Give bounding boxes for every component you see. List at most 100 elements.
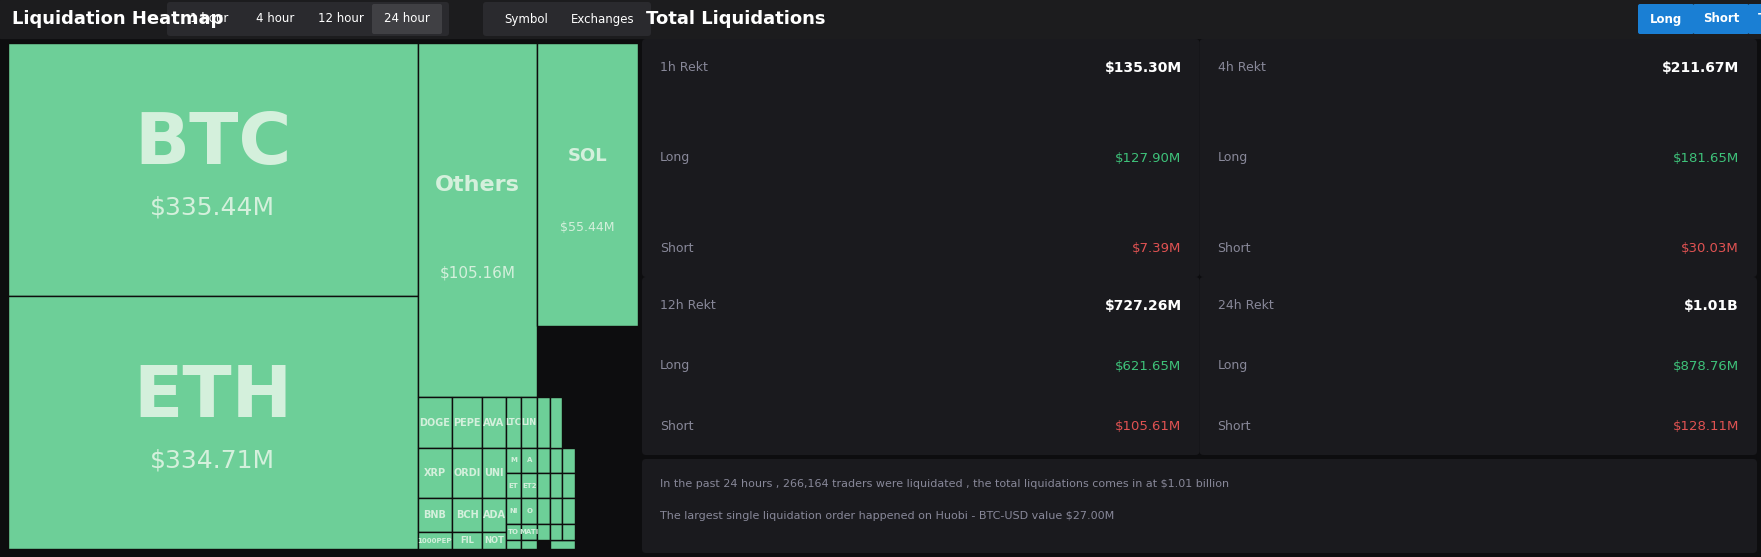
Text: Long: Long <box>660 152 690 164</box>
Text: BCH: BCH <box>456 510 479 520</box>
Text: $1.01B: $1.01B <box>1684 299 1740 313</box>
Text: Long: Long <box>1650 12 1682 26</box>
FancyBboxPatch shape <box>1199 39 1757 277</box>
FancyBboxPatch shape <box>1749 4 1761 34</box>
Text: $181.65M: $181.65M <box>1673 152 1740 164</box>
Bar <box>562 448 576 473</box>
Text: ADA: ADA <box>483 510 505 520</box>
Text: 1h Rekt: 1h Rekt <box>660 61 708 74</box>
FancyBboxPatch shape <box>167 2 449 36</box>
Text: SOL: SOL <box>567 148 608 165</box>
Text: ET: ET <box>509 483 518 488</box>
Text: 1 hour: 1 hour <box>190 12 229 26</box>
Bar <box>549 540 576 549</box>
Text: $621.65M: $621.65M <box>1115 359 1182 373</box>
Text: $127.90M: $127.90M <box>1115 152 1182 164</box>
Text: $135.30M: $135.30M <box>1104 61 1182 75</box>
Text: FIL: FIL <box>460 536 474 545</box>
Bar <box>549 524 562 540</box>
Text: Short: Short <box>1217 242 1250 255</box>
Text: $128.11M: $128.11M <box>1673 420 1740 433</box>
Bar <box>505 473 521 499</box>
Bar <box>537 43 637 326</box>
Bar <box>0 0 1761 38</box>
Bar <box>549 473 562 499</box>
Bar <box>537 397 549 448</box>
Text: ORDI: ORDI <box>454 468 481 478</box>
Text: LTC: LTC <box>505 418 521 427</box>
Bar <box>453 448 483 499</box>
Bar <box>417 43 537 397</box>
Text: 12 hour: 12 hour <box>319 12 365 26</box>
Text: Trade: Trade <box>1757 12 1761 26</box>
FancyBboxPatch shape <box>1199 277 1757 455</box>
Bar <box>417 397 453 448</box>
Text: Short: Short <box>1217 420 1250 433</box>
FancyBboxPatch shape <box>643 459 1757 553</box>
Bar <box>521 540 537 549</box>
FancyBboxPatch shape <box>372 4 442 34</box>
Text: O: O <box>527 508 532 514</box>
Bar <box>521 473 537 499</box>
Text: XRP: XRP <box>424 468 446 478</box>
FancyBboxPatch shape <box>643 277 1199 455</box>
Bar <box>505 499 521 524</box>
Bar <box>417 499 453 532</box>
Text: The largest single liquidation order happened on Huobi - BTC-USD value $27.00M: The largest single liquidation order hap… <box>660 511 1115 521</box>
Bar <box>505 540 521 549</box>
Text: 1000PEP: 1000PEP <box>417 538 453 544</box>
Text: 24 hour: 24 hour <box>384 12 430 26</box>
Bar <box>9 296 417 549</box>
Text: Long: Long <box>1217 152 1249 164</box>
Bar <box>562 473 576 499</box>
Text: LIN: LIN <box>521 418 537 427</box>
Text: PEPE: PEPE <box>454 418 481 428</box>
FancyBboxPatch shape <box>1692 4 1749 34</box>
Text: Exchanges: Exchanges <box>571 12 634 26</box>
FancyBboxPatch shape <box>483 2 652 36</box>
Bar <box>537 473 549 499</box>
Text: 12h Rekt: 12h Rekt <box>660 299 715 312</box>
Bar <box>562 524 576 540</box>
Bar <box>521 448 537 473</box>
Bar <box>537 448 549 473</box>
Bar <box>549 397 562 448</box>
FancyBboxPatch shape <box>1638 4 1694 34</box>
Bar <box>9 43 417 296</box>
Text: Others: Others <box>435 175 519 195</box>
Bar <box>453 499 483 532</box>
Bar <box>505 524 521 540</box>
Text: Long: Long <box>1217 359 1249 373</box>
FancyBboxPatch shape <box>643 39 1199 277</box>
Text: $30.03M: $30.03M <box>1682 242 1740 255</box>
Text: In the past 24 hours , 266,164 traders were liquidated , the total liquidations : In the past 24 hours , 266,164 traders w… <box>660 479 1229 489</box>
Text: M: M <box>511 457 518 463</box>
Bar <box>521 397 537 448</box>
Bar <box>483 532 505 549</box>
Text: BTC: BTC <box>134 110 291 179</box>
Text: Total Liquidations: Total Liquidations <box>646 10 826 28</box>
Bar <box>483 448 505 499</box>
Text: ETH: ETH <box>134 363 292 432</box>
Bar <box>549 499 562 524</box>
Text: Symbol: Symbol <box>504 12 548 26</box>
Bar <box>453 532 483 549</box>
Text: MATI: MATI <box>519 529 539 535</box>
Bar <box>505 448 521 473</box>
Text: $335.44M: $335.44M <box>150 196 275 219</box>
Text: $878.76M: $878.76M <box>1673 359 1740 373</box>
Text: 4h Rekt: 4h Rekt <box>1217 61 1266 74</box>
Text: $211.67M: $211.67M <box>1662 61 1740 75</box>
Text: $7.39M: $7.39M <box>1132 242 1182 255</box>
Text: AVA: AVA <box>484 418 505 428</box>
Text: 24h Rekt: 24h Rekt <box>1217 299 1273 312</box>
Text: Short: Short <box>660 420 694 433</box>
Text: $334.71M: $334.71M <box>150 448 275 472</box>
Bar <box>537 524 549 540</box>
Bar <box>483 499 505 532</box>
Bar <box>453 397 483 448</box>
Text: $105.61M: $105.61M <box>1115 420 1182 433</box>
Text: NOT: NOT <box>484 536 504 545</box>
Bar <box>521 499 537 524</box>
Bar <box>537 499 549 524</box>
